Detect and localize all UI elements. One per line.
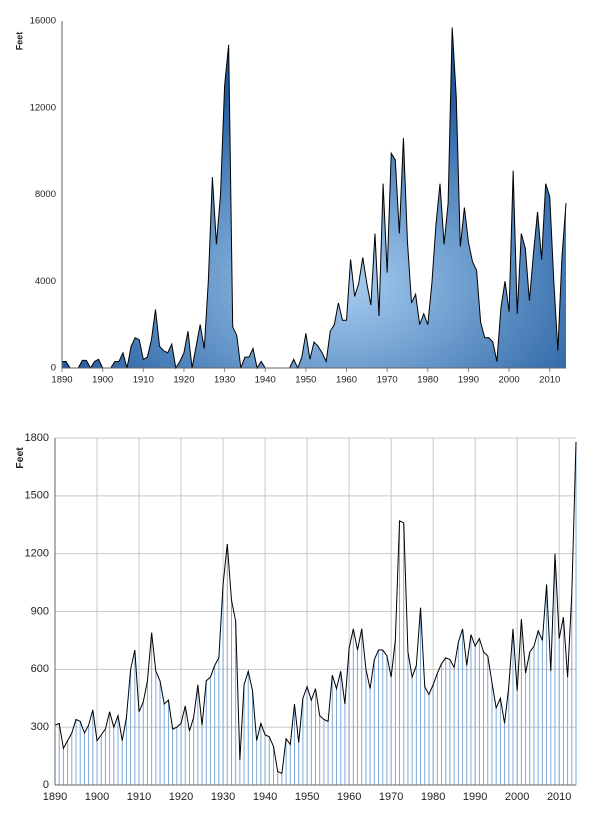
- line: [54, 441, 577, 775]
- x-tick-label: 1960: [336, 375, 357, 386]
- y-tick-label: 4000: [35, 276, 56, 287]
- x-tick-label: 1900: [92, 375, 113, 386]
- y-tick-label: 16000: [30, 16, 56, 27]
- x-tick-label: 1910: [133, 375, 154, 386]
- area: [62, 27, 566, 368]
- x-tick-label: 1900: [85, 791, 109, 803]
- y-tick-label: 900: [31, 605, 49, 617]
- x-tick-label: 1920: [173, 375, 194, 386]
- y-tick-label: 1200: [25, 548, 49, 560]
- x-tick-label: 1970: [377, 375, 398, 386]
- y-tick-label: 1500: [25, 490, 49, 502]
- x-tick-label: 1890: [51, 375, 72, 386]
- y-tick-label: 1800: [25, 432, 49, 444]
- line: [62, 27, 567, 370]
- x-tick-label: 1990: [463, 791, 487, 803]
- x-tick-label: 1950: [295, 375, 316, 386]
- x-tick-label: 1920: [169, 791, 193, 803]
- y-tick-label: 600: [31, 663, 49, 675]
- x-tick-label: 1890: [43, 791, 67, 803]
- y-tick-label: 0: [43, 779, 49, 791]
- x-tick-label: 1940: [253, 791, 277, 803]
- x-tick-label: 1960: [337, 791, 361, 803]
- y-tick-label: 8000: [35, 189, 56, 200]
- x-tick-label: 2010: [547, 791, 571, 803]
- x-tick-label: 1930: [211, 791, 235, 803]
- x-tick-label: 1980: [417, 375, 438, 386]
- x-tick-label: 1910: [127, 791, 151, 803]
- x-tick-label: 1950: [295, 791, 319, 803]
- y-axis-label: Feet: [14, 32, 24, 51]
- x-tick-label: 1970: [379, 791, 403, 803]
- x-tick-label: 1930: [214, 375, 235, 386]
- x-tick-label: 2010: [539, 375, 560, 386]
- x-tick-label: 2000: [505, 791, 529, 803]
- x-tick-label: 1940: [255, 375, 276, 386]
- y-tick-label: 12000: [30, 102, 56, 113]
- y-axis-label: Feet: [14, 447, 26, 469]
- y-tick-label: 0: [51, 363, 56, 374]
- x-tick-label: 1980: [421, 791, 445, 803]
- x-tick-label: 2000: [499, 375, 520, 386]
- y-tick-label: 300: [31, 721, 49, 733]
- x-tick-label: 1990: [458, 375, 479, 386]
